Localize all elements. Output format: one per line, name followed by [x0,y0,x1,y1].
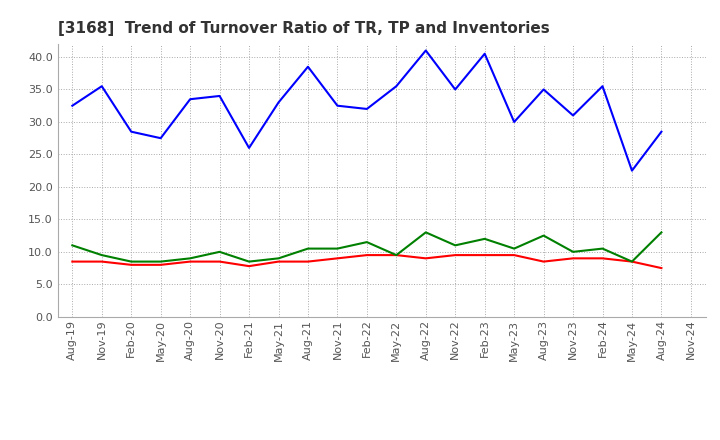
Trade Payables [628,168,636,173]
Trade Receivables [97,259,106,264]
Inventories [127,259,135,264]
Inventories [569,249,577,254]
Inventories [510,246,518,251]
Inventories [333,246,342,251]
Inventories [97,253,106,258]
Trade Payables [304,64,312,70]
Text: [3168]  Trend of Turnover Ratio of TR, TP and Inventories: [3168] Trend of Turnover Ratio of TR, TP… [58,21,549,36]
Trade Payables [215,93,224,99]
Inventories [186,256,194,261]
Trade Receivables [363,253,372,258]
Trade Receivables [657,265,666,271]
Trade Receivables [451,253,459,258]
Trade Receivables [598,256,607,261]
Inventories [156,259,165,264]
Trade Payables [392,84,400,89]
Inventories [451,243,459,248]
Trade Payables [127,129,135,134]
Inventories [539,233,548,238]
Trade Payables [657,129,666,134]
Trade Receivables [333,256,342,261]
Trade Payables [245,145,253,150]
Line: Trade Receivables: Trade Receivables [72,255,662,268]
Legend: Trade Receivables, Trade Payables, Inventories: Trade Receivables, Trade Payables, Inven… [150,438,613,440]
Trade Payables [451,87,459,92]
Trade Receivables [392,253,400,258]
Trade Receivables [628,259,636,264]
Inventories [657,230,666,235]
Trade Payables [68,103,76,108]
Inventories [68,243,76,248]
Trade Payables [421,48,430,53]
Trade Payables [97,84,106,89]
Inventories [480,236,489,242]
Trade Receivables [510,253,518,258]
Trade Receivables [480,253,489,258]
Trade Receivables [274,259,283,264]
Inventories [598,246,607,251]
Trade Receivables [127,262,135,268]
Trade Receivables [245,264,253,269]
Trade Payables [539,87,548,92]
Trade Receivables [186,259,194,264]
Trade Receivables [421,256,430,261]
Line: Inventories: Inventories [72,232,662,262]
Trade Payables [186,96,194,102]
Inventories [215,249,224,254]
Inventories [421,230,430,235]
Inventories [628,259,636,264]
Trade Payables [598,84,607,89]
Trade Receivables [156,262,165,268]
Line: Trade Payables: Trade Payables [72,51,662,171]
Inventories [304,246,312,251]
Trade Payables [274,100,283,105]
Trade Receivables [539,259,548,264]
Inventories [392,253,400,258]
Trade Payables [156,136,165,141]
Trade Payables [363,106,372,112]
Trade Payables [569,113,577,118]
Trade Payables [510,119,518,125]
Trade Receivables [68,259,76,264]
Inventories [274,256,283,261]
Trade Payables [333,103,342,108]
Trade Receivables [215,259,224,264]
Trade Receivables [569,256,577,261]
Inventories [245,259,253,264]
Trade Receivables [304,259,312,264]
Inventories [363,239,372,245]
Trade Payables [480,51,489,56]
